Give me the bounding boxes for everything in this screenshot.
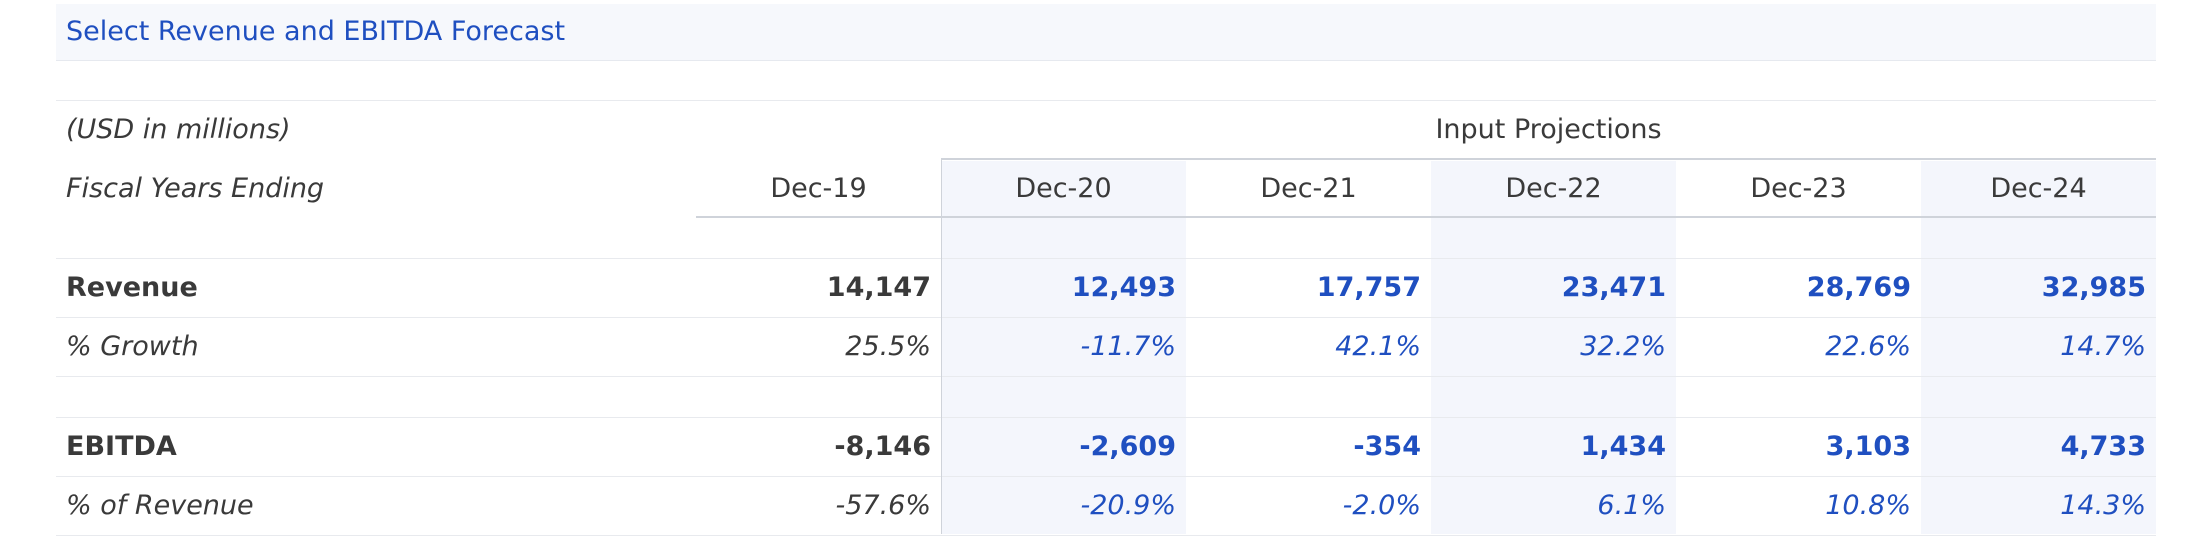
fiscal-years-row: Fiscal Years Ending Dec-19 Dec-20 Dec-21…: [56, 160, 2156, 218]
year-header-dec20: Dec-20: [1015, 173, 1112, 204]
ebitda-row: EBITDA -8,146 -2,609 -354 1,434 3,103 4,…: [56, 418, 2156, 477]
revenue-input-dec21[interactable]: 17,757: [1316, 272, 1421, 303]
spacer-row: [56, 377, 2156, 418]
ebitda-margin-row: % of Revenue -57.6% -20.9% -2.0% 6.1% 10…: [56, 477, 2156, 536]
growth-input-dec24[interactable]: 14.7%: [2060, 331, 2146, 362]
ebitda-input-dec24[interactable]: 4,733: [2060, 431, 2146, 462]
growth-input-dec23[interactable]: 22.6%: [1825, 331, 1911, 362]
revenue-label: Revenue: [66, 272, 198, 303]
projections-left-border: [941, 159, 942, 534]
year-header-dec19: Dec-19: [770, 173, 867, 204]
section-title-bar: Select Revenue and EBITDA Forecast: [56, 4, 2156, 61]
ebitda-dec19: -8,146: [834, 431, 931, 462]
revenue-row: Revenue 14,147 12,493 17,757 23,471 28,7…: [56, 259, 2156, 318]
revenue-input-dec20[interactable]: 12,493: [1071, 272, 1176, 303]
ebitda-input-dec20[interactable]: -2,609: [1079, 431, 1176, 462]
year-header-dec21: Dec-21: [1260, 173, 1357, 204]
section-title: Select Revenue and EBITDA Forecast: [66, 16, 566, 47]
ebitda-input-dec23[interactable]: 3,103: [1825, 431, 1911, 462]
margin-dec19: -57.6%: [835, 490, 931, 521]
ebitda-input-dec22[interactable]: 1,434: [1580, 431, 1666, 462]
ebitda-margin-label: % of Revenue: [66, 490, 254, 521]
growth-dec19: 25.5%: [845, 331, 931, 362]
ebitda-input-dec21[interactable]: -354: [1353, 431, 1421, 462]
revenue-input-dec24[interactable]: 32,985: [2041, 272, 2146, 303]
header-underline: [696, 216, 2156, 218]
shade-col-dec24: [1921, 161, 2156, 534]
spacer-row: [56, 218, 2156, 259]
divider: [56, 100, 2156, 101]
ebitda-label: EBITDA: [66, 431, 177, 462]
year-header-dec22: Dec-22: [1505, 173, 1602, 204]
year-header-dec24: Dec-24: [1990, 173, 2087, 204]
revenue-input-dec22[interactable]: 23,471: [1561, 272, 1666, 303]
units-row: (USD in millions): [56, 101, 2156, 159]
input-projections-header: Input Projections: [1435, 114, 1662, 145]
margin-input-dec20[interactable]: -20.9%: [1080, 490, 1176, 521]
units-label: (USD in millions): [66, 114, 291, 145]
growth-input-dec21[interactable]: 42.1%: [1335, 331, 1421, 362]
revenue-dec19: 14,147: [826, 272, 931, 303]
shade-col-dec20: [941, 161, 1186, 534]
fiscal-years-label: Fiscal Years Ending: [66, 173, 325, 204]
margin-input-dec22[interactable]: 6.1%: [1597, 490, 1666, 521]
margin-input-dec24[interactable]: 14.3%: [2060, 490, 2146, 521]
growth-input-dec20[interactable]: -11.7%: [1080, 331, 1176, 362]
revenue-input-dec23[interactable]: 28,769: [1806, 272, 1911, 303]
margin-input-dec23[interactable]: 10.8%: [1825, 490, 1911, 521]
growth-input-dec22[interactable]: 32.2%: [1580, 331, 1666, 362]
projections-divider: [941, 158, 2156, 160]
revenue-growth-label: % Growth: [66, 331, 199, 362]
year-header-dec23: Dec-23: [1750, 173, 1847, 204]
margin-input-dec21[interactable]: -2.0%: [1342, 490, 1421, 521]
shade-col-dec22: [1431, 161, 1676, 534]
revenue-growth-row: % Growth 25.5% -11.7% 42.1% 32.2% 22.6% …: [56, 318, 2156, 377]
